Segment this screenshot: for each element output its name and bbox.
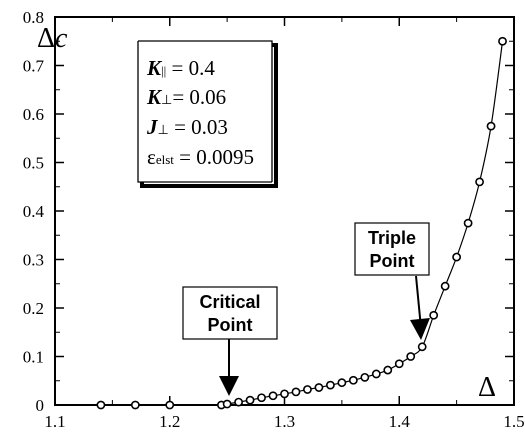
data-point <box>257 393 266 403</box>
param-k-perp: K⊥= 0.06 <box>146 85 226 109</box>
y-tick-label: 0.6 <box>23 105 44 124</box>
y-tick-label: 0 <box>36 396 45 415</box>
data-point <box>417 342 427 352</box>
data-point <box>291 387 301 397</box>
data-point <box>348 375 358 385</box>
y-tick-label: 0.7 <box>23 57 45 76</box>
ticks: 1.1 1.2 1.3 1.4 1.5 0 0.1 0.2 0.3 0.4 0.5 0.6 0.7 0.8 <box>23 8 525 431</box>
y-tick-label: 0.3 <box>23 251 44 270</box>
y-tick-label: 0.2 <box>23 299 44 318</box>
param-k-parallel: K|| = 0.4 <box>146 56 215 80</box>
x-tick-label: 1.5 <box>503 412 524 431</box>
data-point <box>486 121 496 131</box>
x-tick-label: 1.3 <box>274 412 295 431</box>
data-point <box>360 372 370 382</box>
y-axis-label: Δc <box>37 23 68 54</box>
data-point <box>280 389 289 399</box>
triple-point-annotation: Triple Point <box>354 222 430 340</box>
y-tick-label: 0.1 <box>23 348 44 367</box>
plot-frame <box>54 16 515 406</box>
series <box>96 36 507 410</box>
data-point <box>406 352 416 361</box>
critical-point-box <box>182 286 278 340</box>
x-tick-label: 1.1 <box>44 412 65 431</box>
x-tick-label: 1.2 <box>159 412 180 431</box>
data-point <box>234 397 243 407</box>
data-point <box>325 380 335 390</box>
critical-point-annotation: Critical Point <box>182 286 278 396</box>
triple-point-label-line1: Triple <box>368 228 416 248</box>
data-point <box>96 400 106 410</box>
critical-point-label-line1: Critical <box>199 292 260 312</box>
param-epsilon: εelst = 0.0095 <box>147 145 254 169</box>
data-point <box>222 399 232 409</box>
data-point <box>245 395 255 405</box>
param-j-perp: J⊥ = 0.03 <box>146 115 228 139</box>
data-point <box>498 36 507 46</box>
data-point <box>371 369 381 379</box>
triple-point-label-line2: Point <box>370 251 415 271</box>
data-point <box>440 281 450 291</box>
critical-point-label-line2: Point <box>208 315 253 335</box>
data-point <box>452 252 462 262</box>
data-point <box>130 400 140 410</box>
data-point <box>429 310 439 320</box>
x-tick-label: 1.4 <box>389 412 411 431</box>
x-axis-label: Δ <box>478 372 496 403</box>
parameter-box: K|| = 0.4 K⊥= 0.06 J⊥ = 0.03 εelst = 0.0… <box>137 40 278 188</box>
data-point <box>337 378 347 388</box>
axes <box>54 16 515 406</box>
y-tick-label: 0.8 <box>23 8 44 27</box>
y-tick-label: 0.5 <box>23 154 44 173</box>
data-point <box>394 359 404 369</box>
data-point <box>475 177 484 187</box>
triple-point-arrowhead <box>410 318 430 340</box>
data-point <box>383 365 393 375</box>
data-point <box>463 218 473 228</box>
critical-point-arrowhead <box>219 376 239 396</box>
data-point <box>303 385 312 394</box>
data-point <box>314 383 324 392</box>
data-point <box>165 400 175 410</box>
triple-point-box <box>354 222 430 276</box>
y-tick-label: 0.4 <box>23 202 45 221</box>
data-point <box>268 391 278 401</box>
